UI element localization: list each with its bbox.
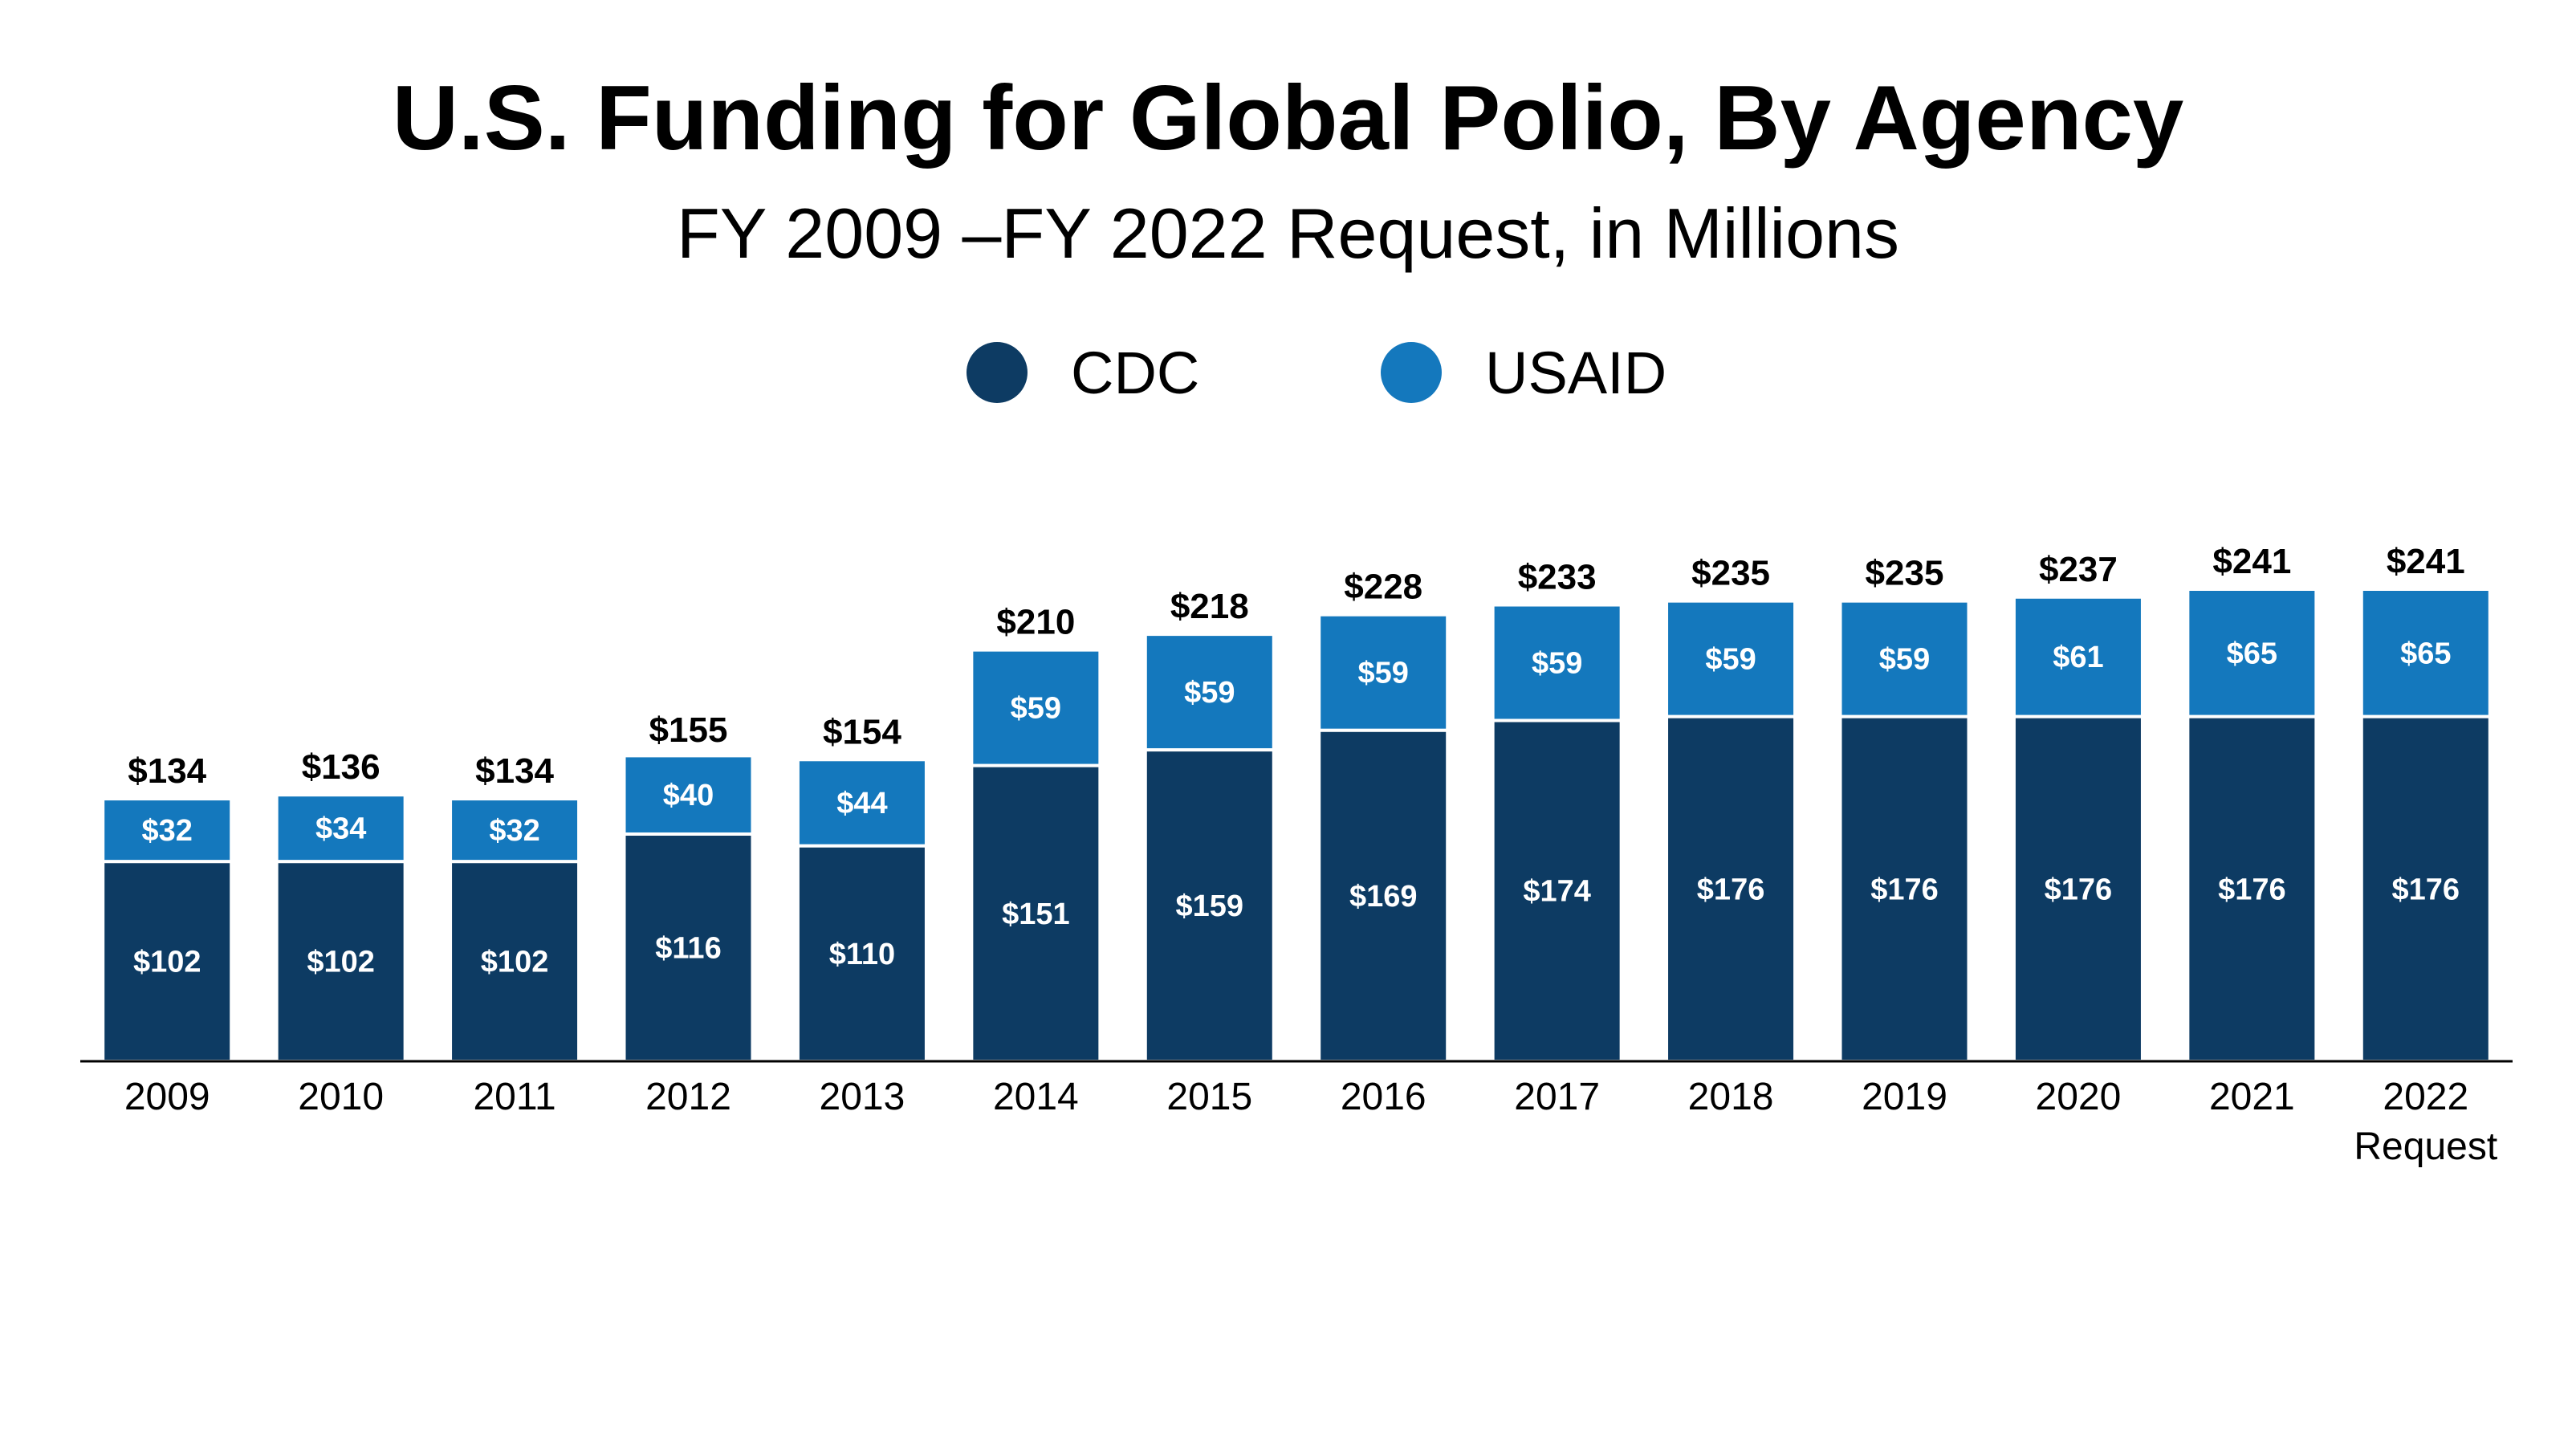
bar-cdc	[1317, 728, 1450, 1063]
x-tick-label: 2012	[645, 1076, 731, 1118]
data-label-usaid: $44	[836, 787, 887, 820]
data-label-usaid: $32	[489, 814, 539, 848]
total-label: $136	[302, 747, 380, 787]
bar-usaid	[2359, 588, 2492, 718]
total-label: $237	[2039, 550, 2118, 589]
data-label-cdc: $176	[1697, 873, 1765, 906]
data-label-cdc: $169	[1349, 880, 1418, 914]
x-tick-label: 2017	[1514, 1076, 1600, 1118]
bar-cdc	[622, 832, 755, 1063]
data-label-cdc: $176	[2218, 873, 2286, 906]
data-label-cdc: $116	[655, 931, 721, 965]
bar-usaid	[1143, 633, 1276, 752]
legend-item-usaid: USAID	[1381, 332, 1666, 413]
bar-usaid	[2186, 588, 2318, 718]
total-label: $233	[1518, 558, 1597, 597]
legend-label-cdc: CDC	[1071, 339, 1200, 406]
data-label-usaid: $34	[315, 812, 366, 846]
legend-label-usaid: USAID	[1485, 339, 1667, 406]
x-tick-label: 2010	[298, 1076, 384, 1118]
total-label: $210	[996, 603, 1075, 642]
x-tick-label: 2018	[1688, 1076, 1774, 1118]
data-label-cdc: $102	[133, 946, 201, 979]
bar-cdc	[1838, 714, 1971, 1064]
total-label: $134	[128, 751, 206, 791]
total-label: $241	[2212, 542, 2291, 581]
chart-title: U.S. Funding for Global Polio, By Agency	[392, 67, 2184, 169]
data-label-cdc: $102	[307, 946, 375, 979]
data-label-usaid: $65	[2227, 637, 2277, 670]
bar-cdc	[1143, 748, 1276, 1064]
data-label-cdc: $110	[829, 938, 895, 971]
total-label: $241	[2387, 542, 2465, 581]
data-label-usaid: $65	[2400, 637, 2451, 670]
total-label: $134	[475, 751, 554, 791]
x-tick-label: 2011	[473, 1076, 555, 1118]
legend-item-cdc: CDC	[967, 332, 1199, 413]
bar-usaid	[796, 758, 928, 848]
x-tick-label: 2021	[2209, 1076, 2295, 1118]
total-label: $155	[649, 710, 728, 750]
bar-cdc	[449, 860, 581, 1064]
data-label-usaid: $59	[1879, 643, 1930, 677]
data-label-cdc: $176	[1870, 873, 1939, 906]
total-label: $154	[823, 712, 901, 751]
x-tick-label: 2016	[1341, 1076, 1426, 1118]
x-tick-label: 2020	[2036, 1076, 2122, 1118]
bar-usaid	[1491, 603, 1623, 722]
bar-usaid	[275, 793, 407, 864]
data-label-cdc: $174	[1523, 875, 1591, 909]
bar-cdc	[796, 844, 928, 1064]
data-label-usaid: $59	[1358, 657, 1409, 690]
bar-cdc	[1491, 718, 1623, 1063]
x-tick-label: 2019	[1862, 1076, 1947, 1118]
data-label-usaid: $59	[1705, 643, 1756, 677]
bar-cdc	[1665, 714, 1797, 1064]
x-tick-label: 2015	[1166, 1076, 1252, 1118]
x-tick-label: 2009	[124, 1076, 210, 1118]
data-label-usaid: $59	[1011, 692, 1061, 726]
bar-usaid	[101, 797, 234, 864]
x-tick-label: 2013	[820, 1076, 905, 1118]
total-label: $228	[1344, 568, 1422, 607]
x-tick-label: 2014	[993, 1076, 1079, 1118]
data-label-usaid: $40	[663, 779, 714, 812]
data-label-cdc: $151	[1002, 898, 1070, 931]
chart-subtitle: FY 2009 –FY 2022 Request, in Millions	[677, 193, 1899, 273]
bar-usaid	[970, 648, 1102, 767]
data-label-cdc: $176	[2045, 873, 2113, 906]
total-label: $235	[1691, 554, 1770, 593]
legend-swatch-cdc	[967, 342, 1028, 403]
bar-usaid	[622, 754, 755, 836]
x-tick-label: Request	[2354, 1125, 2497, 1168]
data-label-usaid: $59	[1532, 646, 1582, 680]
bar-usaid	[1317, 613, 1450, 732]
bar-usaid	[449, 797, 581, 864]
x-tick-label: 2022	[2383, 1076, 2468, 1118]
data-label-usaid: $59	[1184, 676, 1235, 710]
data-label-usaid: $32	[142, 814, 193, 848]
bar-cdc	[2186, 714, 2318, 1064]
bar-cdc	[2012, 714, 2144, 1064]
bar-usaid	[2012, 595, 2144, 718]
total-label: $235	[1866, 554, 1944, 593]
bar-cdc	[970, 763, 1102, 1064]
data-label-usaid: $61	[2053, 641, 2103, 674]
bar-cdc	[2359, 714, 2492, 1064]
total-label: $218	[1170, 587, 1249, 626]
data-label-cdc: $159	[1176, 889, 1244, 923]
data-label-cdc: $102	[481, 946, 549, 979]
data-label-cdc: $176	[2392, 873, 2460, 906]
bar-usaid	[1838, 599, 1971, 718]
legend-swatch-usaid	[1381, 342, 1442, 403]
bar-usaid	[1665, 599, 1797, 718]
